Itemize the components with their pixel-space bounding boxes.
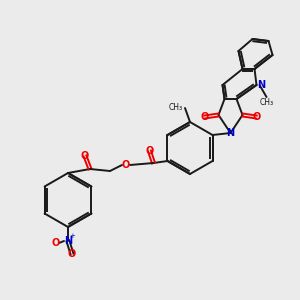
- Text: O: O: [252, 112, 261, 122]
- Text: O: O: [68, 249, 76, 259]
- Text: O: O: [81, 151, 89, 161]
- Text: O: O: [146, 146, 154, 156]
- Text: N: N: [226, 128, 235, 138]
- Text: N: N: [64, 236, 72, 246]
- Text: CH₃: CH₃: [169, 103, 183, 112]
- Text: CH₃: CH₃: [260, 98, 274, 107]
- Text: O: O: [52, 238, 60, 248]
- Text: +: +: [69, 233, 75, 239]
- Text: O: O: [122, 160, 130, 170]
- Text: O: O: [200, 112, 208, 122]
- Text: N: N: [257, 80, 266, 90]
